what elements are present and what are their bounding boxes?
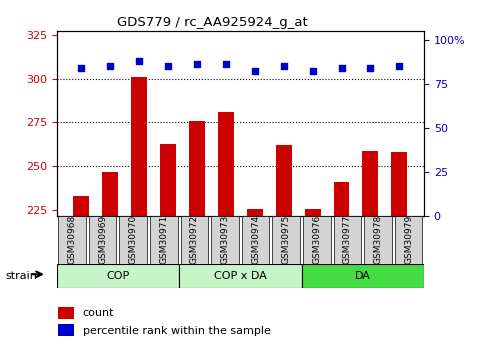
Text: GSM30978: GSM30978	[374, 215, 383, 264]
Point	[309, 69, 317, 74]
Bar	[119, 216, 147, 264]
Bar	[89, 216, 116, 264]
Bar	[362, 150, 378, 216]
Text: GDS779 / rc_AA925924_g_at: GDS779 / rc_AA925924_g_at	[117, 16, 307, 29]
Bar	[303, 216, 331, 264]
Bar	[391, 152, 407, 216]
Bar	[73, 196, 89, 216]
Point	[164, 63, 172, 69]
Text: DA: DA	[355, 271, 371, 281]
Text: GSM30979: GSM30979	[404, 215, 413, 264]
Bar	[211, 216, 239, 264]
Text: GSM30969: GSM30969	[98, 215, 107, 264]
Text: GSM30972: GSM30972	[190, 215, 199, 264]
Text: GSM30970: GSM30970	[129, 215, 138, 264]
Text: GSM30973: GSM30973	[220, 215, 230, 264]
Bar	[58, 324, 74, 336]
Bar	[334, 182, 350, 216]
Bar	[276, 145, 292, 216]
Bar	[364, 216, 392, 264]
Bar	[179, 264, 302, 288]
Bar	[103, 172, 118, 216]
Point	[395, 63, 403, 69]
Point	[251, 69, 259, 74]
Bar	[160, 144, 176, 216]
Text: COP: COP	[106, 271, 130, 281]
Text: GSM30974: GSM30974	[251, 215, 260, 264]
Text: percentile rank within the sample: percentile rank within the sample	[83, 326, 271, 335]
Point	[280, 63, 287, 69]
Bar	[334, 216, 361, 264]
Bar	[395, 216, 423, 264]
Point	[77, 65, 85, 71]
Bar	[218, 112, 234, 216]
Text: GSM30968: GSM30968	[68, 215, 76, 264]
Bar	[302, 264, 424, 288]
Point	[338, 65, 346, 71]
Bar	[150, 216, 177, 264]
Bar	[242, 216, 269, 264]
Text: GSM30977: GSM30977	[343, 215, 352, 264]
Text: count: count	[83, 308, 114, 318]
Point	[135, 58, 143, 64]
Text: GSM30976: GSM30976	[313, 215, 321, 264]
Bar	[247, 209, 263, 216]
Text: strain: strain	[5, 271, 37, 281]
Bar	[57, 264, 179, 288]
Text: GSM30975: GSM30975	[282, 215, 291, 264]
Bar	[273, 216, 300, 264]
Bar	[58, 216, 86, 264]
Bar	[189, 121, 205, 216]
Bar	[58, 307, 74, 319]
Bar	[305, 209, 320, 216]
Point	[222, 62, 230, 67]
Point	[193, 62, 201, 67]
Text: GSM30971: GSM30971	[159, 215, 168, 264]
Text: COP x DA: COP x DA	[214, 271, 267, 281]
Bar	[131, 77, 147, 216]
Point	[366, 65, 374, 71]
Bar	[180, 216, 208, 264]
Point	[106, 63, 114, 69]
